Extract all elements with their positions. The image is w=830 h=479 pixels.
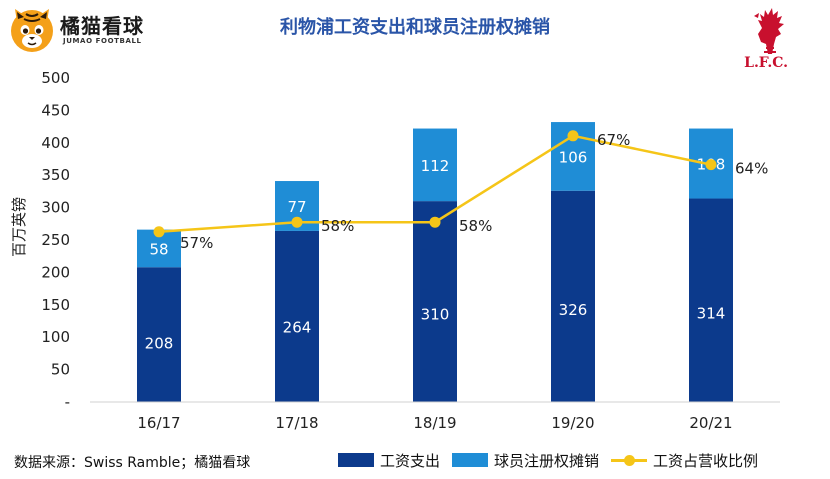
y-tick-label: 350 (41, 166, 70, 184)
data-label-amortisation: 77 (287, 198, 306, 216)
y-tick-label: 400 (41, 134, 70, 152)
legend-label-wages: 工资支出 (380, 451, 441, 470)
bar-wages (551, 190, 595, 402)
data-label-amortisation: 112 (421, 157, 450, 175)
y-tick-label: 200 (41, 263, 70, 281)
data-label-wages: 314 (697, 304, 726, 322)
brand-logo: 橘猫看球 JUMAO FOOTBALL (8, 6, 158, 56)
ratio-data-label: 57% (180, 234, 213, 252)
bar-wages (275, 230, 319, 402)
legend: 工资支出 球员注册权摊销 工资占营收比例 (338, 449, 770, 471)
data-label-wages: 310 (421, 306, 450, 324)
legend-item-amortisation: 球员注册权摊销 (452, 450, 599, 471)
legend-item-wage-ratio: 工资占营收比例 (611, 450, 758, 471)
legend-swatch-amortisation (452, 453, 489, 467)
club-name: L.F.C. (744, 55, 788, 71)
x-tick-label: 17/18 (275, 414, 318, 432)
legend-label-amortisation: 球员注册权摊销 (494, 451, 600, 470)
y-tick-label: - (65, 393, 70, 411)
x-axis: 16/17 17/18 18/19 19/20 20/21 (90, 401, 780, 432)
ratio-point (567, 130, 579, 142)
x-tick-label: 16/17 (137, 414, 180, 432)
y-axis-title: 百万英镑 (10, 197, 28, 257)
data-label-amortisation: 58 (149, 240, 168, 258)
orange-cat-icon (11, 9, 53, 52)
ratio-point (291, 216, 303, 228)
y-tick-label: 150 (41, 296, 70, 314)
y-axis: - 50 100 150 200 250 300 350 400 450 500 (41, 69, 70, 411)
y-tick-label: 500 (41, 69, 70, 87)
bar-group: 2085826477310112326106314108 (137, 122, 733, 402)
bar-wages (413, 201, 457, 402)
ratio-data-label: 58% (321, 217, 354, 235)
legend-swatch-wages (338, 453, 374, 467)
brand-subtitle: JUMAO FOOTBALL (63, 37, 142, 45)
ratio-data-label: 67% (597, 131, 630, 149)
bar-wages (137, 267, 181, 402)
y-tick-label: 100 (41, 328, 70, 346)
y-tick-label: 300 (41, 199, 70, 217)
ratio-point (429, 216, 441, 228)
ratio-data-label: 64% (735, 160, 768, 178)
ratio-point (153, 226, 165, 238)
y-tick-label: 250 (41, 231, 70, 249)
y-tick-label: 450 (41, 101, 70, 119)
legend-label-wage-ratio: 工资占营收比例 (653, 451, 759, 470)
source-note: 数据来源：Swiss Ramble；橘猫看球 (14, 455, 251, 471)
data-label-amortisation: 106 (559, 148, 588, 166)
ratio-line-group: 57% 58% 58% 67% 64% (153, 130, 768, 252)
data-label-wages: 264 (283, 319, 312, 337)
x-tick-label: 19/20 (551, 414, 594, 432)
x-tick-label: 20/21 (689, 414, 732, 432)
data-label-wages: 208 (145, 335, 174, 353)
bar-wages (689, 198, 733, 402)
bar-amortisation (413, 128, 457, 202)
y-tick-label: 50 (51, 361, 70, 379)
liver-bird-icon (754, 8, 784, 54)
legend-swatch-wage-ratio (611, 453, 648, 467)
ratio-point (705, 159, 717, 171)
chart-title: 利物浦工资支出和球员注册权摊销 (280, 17, 550, 38)
x-tick-label: 18/19 (413, 414, 456, 432)
data-label-wages: 326 (559, 301, 588, 319)
ratio-data-label: 58% (459, 217, 492, 235)
legend-item-wages: 工资支出 (338, 450, 440, 471)
brand-name: 橘猫看球 (60, 14, 144, 38)
